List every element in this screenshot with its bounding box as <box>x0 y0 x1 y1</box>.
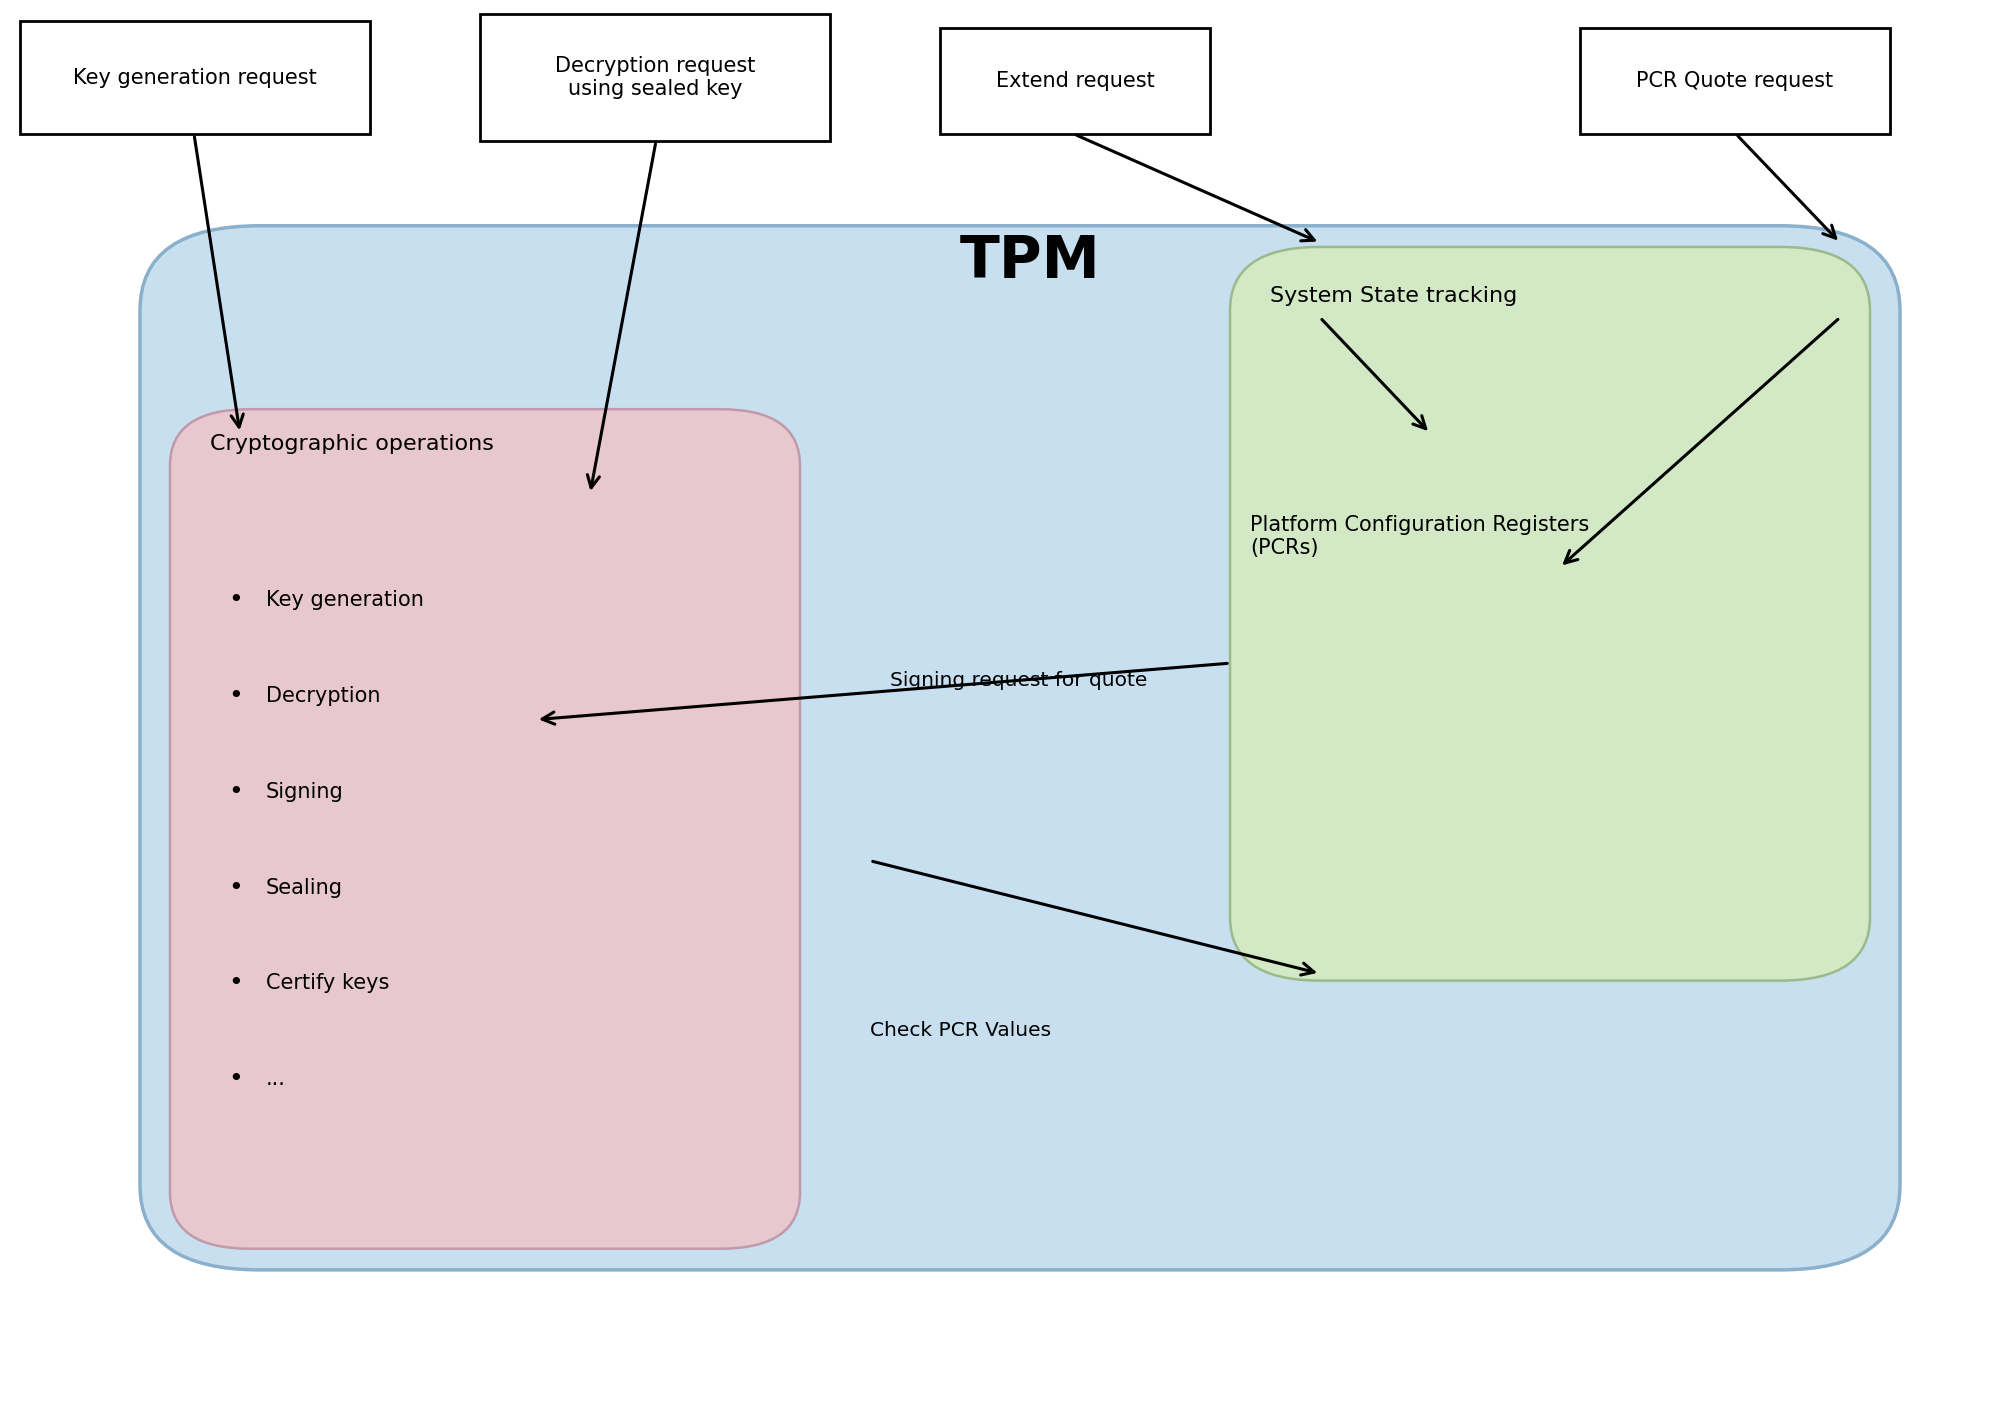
Text: Extend request: Extend request <box>996 71 1154 92</box>
Text: Key generation: Key generation <box>266 590 424 610</box>
Text: Signing: Signing <box>266 782 344 801</box>
FancyBboxPatch shape <box>140 226 1900 1270</box>
Text: •: • <box>228 683 244 708</box>
Text: Certify keys: Certify keys <box>266 974 390 993</box>
Text: Check PCR Values: Check PCR Values <box>870 1020 1052 1040</box>
Text: Decryption: Decryption <box>266 686 380 706</box>
FancyBboxPatch shape <box>1580 28 1890 134</box>
FancyBboxPatch shape <box>170 409 800 1249</box>
Text: System State tracking: System State tracking <box>1270 286 1518 306</box>
Text: PCR Quote request: PCR Quote request <box>1636 71 1834 92</box>
Text: Signing request for quote: Signing request for quote <box>890 670 1148 690</box>
Text: Decryption request
using sealed key: Decryption request using sealed key <box>554 56 756 99</box>
Text: •: • <box>228 971 244 996</box>
Text: Platform Configuration Registers
(PCRs): Platform Configuration Registers (PCRs) <box>1250 515 1590 559</box>
Text: •: • <box>228 587 244 612</box>
Text: Cryptographic operations: Cryptographic operations <box>210 435 494 454</box>
FancyBboxPatch shape <box>20 21 370 134</box>
Text: •: • <box>228 875 244 900</box>
Text: Key generation request: Key generation request <box>74 68 316 87</box>
FancyBboxPatch shape <box>940 28 1210 134</box>
Text: •: • <box>228 779 244 804</box>
Text: ...: ... <box>266 1070 286 1089</box>
Text: TPM: TPM <box>960 233 1100 289</box>
FancyBboxPatch shape <box>1230 247 1870 981</box>
Text: Sealing: Sealing <box>266 878 344 897</box>
FancyBboxPatch shape <box>480 14 830 141</box>
Text: •: • <box>228 1067 244 1092</box>
